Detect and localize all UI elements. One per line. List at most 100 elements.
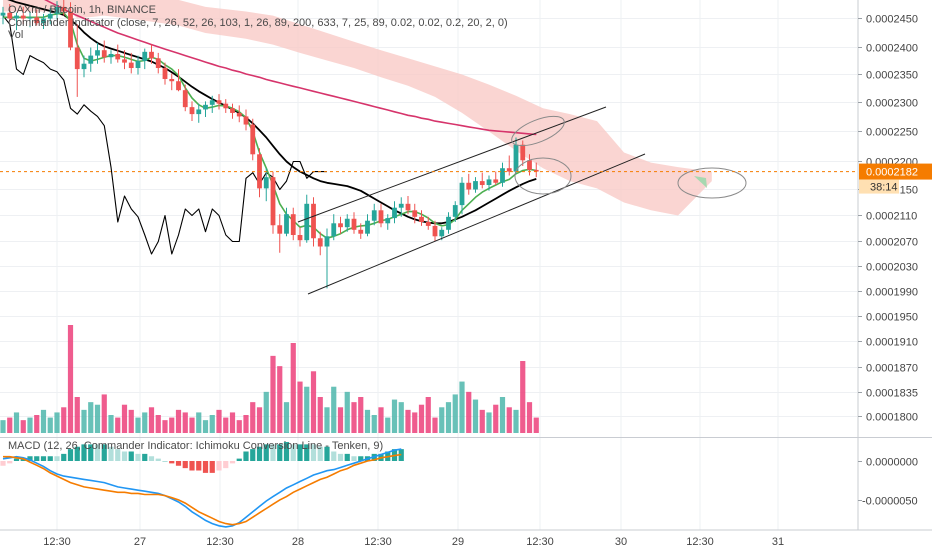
candle-body — [351, 218, 357, 230]
macd-histogram-bar — [169, 461, 175, 464]
candle-body — [405, 203, 411, 211]
candle-body — [452, 205, 458, 217]
volume-bar — [391, 399, 398, 433]
volume-bar — [304, 386, 310, 433]
volume-bar — [47, 417, 53, 433]
volume-bar — [310, 371, 317, 433]
current-price-value: 0.0002182 — [866, 167, 918, 179]
signal-line — [3, 453, 402, 526]
macd-histogram-bar — [324, 446, 330, 461]
candle-body — [344, 218, 350, 228]
volume-bar — [155, 415, 161, 433]
candle-body — [263, 177, 269, 189]
candle-body — [230, 108, 235, 113]
macd-histogram-bar — [263, 444, 269, 461]
macd-histogram-bar — [182, 461, 188, 469]
macd-histogram-bar — [196, 461, 202, 471]
candle-body — [196, 109, 202, 115]
time-tick-label: 12:30 — [206, 536, 234, 548]
candle-body — [203, 104, 208, 110]
candle-body — [385, 218, 391, 224]
volume-bar — [486, 412, 492, 433]
macd-histogram-bar — [101, 444, 107, 461]
macd-line — [2, 448, 402, 528]
candle-body — [41, 18, 46, 24]
volume-bar — [115, 417, 121, 433]
countdown-badge — [859, 179, 899, 194]
macd-histogram-bar — [277, 444, 283, 461]
macd-histogram-bar — [108, 446, 114, 461]
candle-body — [54, 6, 60, 14]
current-price-badge — [859, 163, 932, 180]
candle-body — [398, 203, 404, 208]
volume-bar — [0, 420, 6, 433]
time-tick-label: 12:30 — [686, 536, 714, 548]
price-tick-label: 0.0002070 — [866, 237, 918, 249]
volume-bar — [135, 417, 141, 433]
macd-histogram-bar — [202, 461, 209, 473]
candle-body — [290, 214, 296, 235]
candle-body — [466, 182, 472, 190]
volume-bar — [202, 420, 209, 433]
price-tick-label: 0.0001835 — [866, 388, 918, 400]
volume-bar — [418, 404, 425, 433]
volume-bar — [101, 394, 107, 433]
candle-body — [88, 55, 94, 64]
macd-histogram-bar — [304, 444, 310, 461]
volume-bar — [371, 415, 377, 433]
macd-histogram-bar — [337, 453, 344, 461]
volume-bar — [128, 409, 134, 433]
volume-bar — [412, 412, 418, 433]
volume-bar — [432, 417, 438, 433]
macd-histogram-bar — [121, 451, 128, 461]
macd-histogram-bar — [115, 449, 121, 461]
annotation-ellipse — [511, 115, 565, 147]
volume-bar — [499, 397, 506, 433]
candle-body — [277, 225, 283, 234]
macd-histogram-bar — [162, 461, 168, 462]
candle-body — [358, 229, 364, 234]
chart-legend-symbol: OAXm / Bitcoin, 1h, BINANCE — [8, 4, 156, 16]
candle-body — [236, 112, 242, 117]
candle-body — [149, 51, 154, 59]
price-tick-label: 0.0001870 — [866, 363, 918, 375]
volume-bar — [236, 420, 242, 433]
volume-bar — [182, 412, 188, 433]
volume-bar — [277, 366, 283, 433]
volume-bar — [337, 407, 344, 433]
macd-histogram-bar — [175, 461, 182, 466]
candle-body — [74, 47, 80, 70]
volume-bar — [74, 397, 80, 433]
macd-histogram-bar — [67, 449, 74, 461]
volume-bar — [378, 407, 384, 433]
candle-body — [68, 11, 73, 48]
macd-histogram-bar — [250, 449, 256, 461]
candle-body — [371, 210, 377, 221]
future-cloud-twist — [694, 176, 707, 188]
volume-bar — [405, 409, 411, 433]
candle-body — [61, 6, 67, 12]
candle-body — [182, 90, 188, 108]
macd-histogram-bar — [34, 456, 40, 461]
candle-body — [365, 220, 370, 234]
macd-histogram-bar — [297, 444, 303, 461]
candle-body — [446, 216, 451, 230]
macd-histogram-bar — [27, 456, 33, 461]
candle-body — [338, 223, 343, 228]
volume-bar — [148, 407, 155, 433]
volume-bar — [297, 381, 303, 433]
macd-histogram-bar — [236, 458, 242, 461]
macd-histogram-bar — [74, 446, 80, 461]
macd-histogram-bar — [40, 456, 47, 461]
candle-body — [270, 177, 276, 226]
macd-histogram-bar — [81, 444, 87, 461]
candle-body — [169, 78, 175, 82]
volume-bar — [283, 402, 290, 433]
macd-histogram-bar — [290, 444, 296, 461]
macd-histogram-bar — [0, 461, 6, 466]
time-tick-label: 28 — [292, 536, 304, 548]
macd-histogram-bar — [209, 461, 215, 473]
time-axis: 12:30 27 12:30 28 12:30 29 12:30 30 12:30 31 — [43, 536, 784, 548]
price-tick-label: 0.0002400 — [866, 43, 918, 55]
